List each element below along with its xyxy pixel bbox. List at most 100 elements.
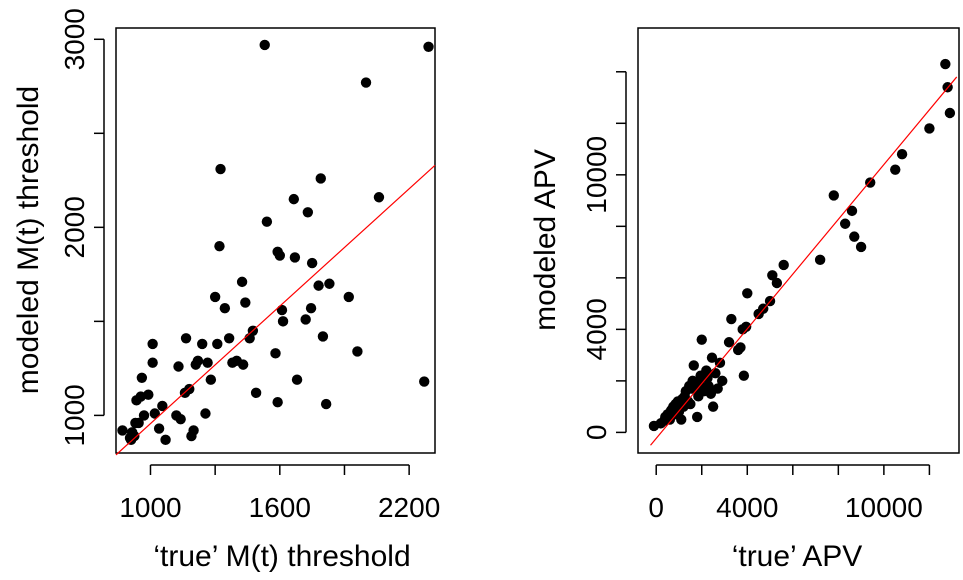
data-point <box>320 398 332 410</box>
data-point <box>767 270 778 281</box>
data-point <box>742 288 753 299</box>
y-tick-label: 2000 <box>59 196 90 258</box>
data-point <box>188 425 199 436</box>
fit-line <box>650 76 958 446</box>
data-point <box>209 291 221 303</box>
data-point <box>259 39 270 51</box>
data-point <box>694 378 705 389</box>
data-point <box>738 370 750 381</box>
x-tick-label: 0 <box>648 492 664 523</box>
fit-line <box>115 164 436 456</box>
data-point <box>133 417 144 429</box>
data-point <box>277 316 289 327</box>
data-point <box>778 259 789 271</box>
data-point <box>200 408 211 419</box>
y-tick-label: 1000 <box>59 384 90 446</box>
y-tick-label: 4000 <box>581 298 612 360</box>
data-point <box>240 297 251 308</box>
plot-frame <box>115 27 436 454</box>
data-point <box>129 430 140 442</box>
data-point <box>696 334 707 345</box>
data-point <box>740 321 752 332</box>
y-axis-label: modeled M(t) threshold <box>12 86 45 394</box>
data-point <box>202 357 213 368</box>
data-point <box>846 205 858 217</box>
data-point <box>236 276 248 288</box>
data-point <box>270 348 281 359</box>
x-axis: 0 4000 10000 <box>648 464 931 523</box>
plot-area <box>115 39 436 456</box>
data-point <box>214 240 225 252</box>
data-point <box>136 372 148 383</box>
data-point <box>215 163 226 175</box>
data-point <box>219 302 231 314</box>
y-axis-label: modeled APV <box>529 149 562 331</box>
data-point <box>289 252 301 263</box>
data-point <box>676 414 687 425</box>
data-point <box>147 357 158 368</box>
x-tick-label: 10000 <box>845 492 923 523</box>
data-point <box>940 58 951 70</box>
data-point <box>423 41 434 53</box>
x-tick-label: 4000 <box>716 492 778 523</box>
data-point <box>865 177 876 188</box>
data-point <box>117 425 128 436</box>
data-point <box>212 338 223 350</box>
data-point <box>300 314 311 325</box>
data-point <box>138 410 150 421</box>
data-point <box>685 398 696 410</box>
y-tick-label: 3000 <box>59 8 90 70</box>
data-point <box>192 355 204 367</box>
data-point <box>276 304 288 316</box>
plot-frame <box>637 27 960 454</box>
y-axis: 1000 2000 3000 <box>59 8 105 447</box>
data-point <box>717 375 728 387</box>
data-point <box>261 216 273 227</box>
data-point <box>360 77 372 88</box>
y-tick-label: 10000 <box>581 136 612 214</box>
data-point <box>735 342 746 353</box>
right-scatter-plot: 0 4000 10000 0 4000 10000 ‘true’ APV modeled… <box>529 27 960 573</box>
data-point <box>924 123 935 134</box>
data-point <box>726 313 737 325</box>
data-point <box>173 361 184 372</box>
data-point <box>896 149 908 160</box>
left-scatter-plot: 1000 1600 2200 1000 2000 3000 ‘true’ M(t) th… <box>12 8 440 573</box>
data-point <box>701 365 712 376</box>
data-point <box>707 401 719 412</box>
data-point <box>828 190 839 201</box>
data-point <box>250 387 262 399</box>
y-axis: 0 4000 10000 <box>581 71 627 440</box>
data-point <box>205 374 217 385</box>
data-point <box>343 291 354 303</box>
data-point <box>315 173 326 184</box>
data-point <box>688 360 699 371</box>
data-point <box>771 277 783 289</box>
data-point <box>160 434 171 446</box>
data-point <box>197 338 208 350</box>
data-point <box>305 302 317 314</box>
x-tick-label: 2200 <box>378 492 440 523</box>
data-point <box>839 218 851 229</box>
data-point <box>223 333 235 344</box>
data-point <box>274 250 286 261</box>
data-point <box>313 280 324 291</box>
data-point <box>944 107 956 119</box>
data-point <box>288 193 300 205</box>
data-point <box>180 333 192 344</box>
data-point <box>814 254 826 266</box>
data-point <box>272 397 283 408</box>
x-tick-label: 1600 <box>249 492 311 523</box>
data-point <box>855 241 867 253</box>
data-point <box>153 423 165 434</box>
data-point <box>373 192 385 203</box>
plot-area <box>648 58 958 446</box>
data-point <box>691 411 703 423</box>
data-point <box>175 413 186 425</box>
data-point <box>712 383 723 394</box>
x-tick-label: 1000 <box>119 492 181 523</box>
data-point <box>143 389 154 400</box>
data-point <box>147 338 158 350</box>
x-axis: 1000 1600 2200 <box>119 464 440 523</box>
